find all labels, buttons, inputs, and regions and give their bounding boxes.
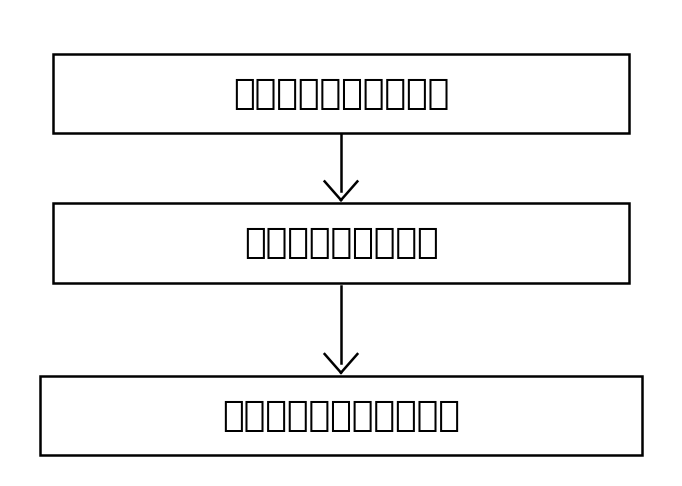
Text: 确定通过节流孔的流量: 确定通过节流孔的流量 <box>233 77 449 111</box>
Bar <box>53 203 629 283</box>
Text: 确定刹车阀感压腔的压力: 确定刹车阀感压腔的压力 <box>222 399 460 433</box>
Bar <box>40 376 642 455</box>
Text: 确定缝隙流动的流量: 确定缝隙流动的流量 <box>243 226 439 260</box>
Bar <box>53 54 629 133</box>
